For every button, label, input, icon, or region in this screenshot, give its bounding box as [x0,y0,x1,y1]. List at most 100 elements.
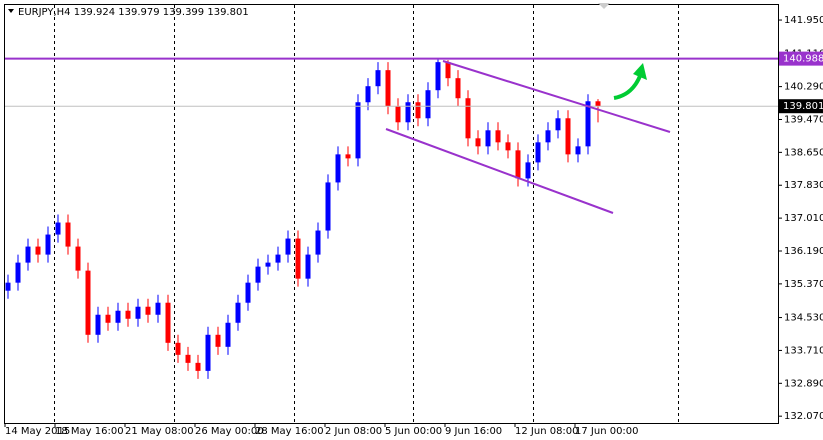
y-tick-label: 139.470 [784,114,823,125]
x-tick-label: 12 Jun 08:00 [515,426,579,437]
candle-body [335,154,341,183]
candle-body [25,246,31,263]
candle-body [325,182,331,231]
channel-lower [385,128,614,214]
channel-upper [442,60,671,133]
candle-body [65,222,71,247]
candle-body [185,354,191,363]
candle-body [115,310,121,323]
y-tick-label: 134.530 [784,313,823,324]
y-tick-label: 132.890 [784,378,823,389]
candle-body [135,306,141,319]
candle-body [505,142,511,151]
y-tick-label: 135.370 [784,279,823,290]
candle-body [155,302,161,315]
candle-body [535,142,541,163]
candle-body [85,270,91,335]
period-separators [54,5,679,423]
candle-body [15,262,21,283]
candle-body [285,238,291,255]
candle-body [345,154,351,159]
y-tick-label: 138.650 [784,147,823,158]
header-triangle [8,9,14,13]
candle-body [55,222,61,235]
header-low: 139.399 [163,7,204,18]
candle-body [315,230,321,255]
hline-label-box [779,51,823,66]
candle-body [435,62,441,91]
candle-body [75,246,81,271]
candle-body [425,90,431,119]
y-tick-label: 136.190 [784,246,823,257]
candle-body [175,342,181,355]
candle-body [35,246,41,255]
symbol: EURJPY,H4 [18,7,71,18]
candle-body [565,118,571,155]
candle-body [445,62,451,79]
candle-body [385,70,391,107]
candle-body [395,106,401,123]
y-tick-label: 133.710 [784,345,823,356]
candle-body [225,322,231,347]
candle-body [545,130,551,143]
candle-body [365,86,371,103]
price-label-box [779,99,823,114]
x-tick-label: 17 Jun 00:00 [575,426,639,437]
candle-body [515,150,521,179]
candle-body [595,101,601,107]
y-tick-label: 132.070 [784,411,823,422]
header: EURJPY,H4 139.924 139.979 139.399 139.80… [18,7,249,18]
arrow-shaft [613,75,642,100]
candle-body [105,314,111,323]
y-tick-label: 137.830 [784,180,823,191]
x-tick-label: 14 May 2015 [5,426,70,437]
header-high: 139.979 [118,7,159,18]
candle-body [355,102,361,159]
candle-body [45,234,51,255]
candle-body [455,78,461,99]
candle-body [255,266,261,283]
hline-label: 140.988 [783,54,823,65]
candle-body [375,70,381,87]
candle-body [245,282,251,303]
candle-body [415,102,421,119]
candle-body [195,362,201,371]
candle-body [125,310,131,319]
channel [385,60,671,214]
x-tick-label: 5 Jun 00:00 [385,426,442,437]
header-open: 139.924 [74,7,115,18]
candle-body [145,306,151,315]
candle-body [275,254,281,263]
candle-body [485,130,491,147]
candle-body [295,238,301,279]
plot-frame [4,4,779,424]
x-tick-label: 21 May 08:00 [125,426,194,437]
candles [5,58,601,379]
y-tick-label: 137.010 [784,213,823,224]
x-tick-label: 28 May 16:00 [255,426,324,437]
candle-body [305,254,311,279]
candle-body [165,302,171,343]
candle-body [265,262,271,267]
x-tick-label: 26 May 00:00 [195,426,264,437]
price-label: 139.801 [783,101,823,112]
y-tick-label: 140.290 [784,82,823,93]
candle-body [525,162,531,179]
candle-body [575,146,581,155]
x-tick-label: 2 Jun 08:00 [325,426,382,437]
x-tick-label: 18 May 16:00 [55,426,124,437]
candle-body [465,98,471,139]
y-tick-label: 141.950 [784,15,823,26]
header-close: 139.801 [207,7,248,18]
scroll-marker [598,3,610,9]
candle-body [555,118,561,131]
candle-body [495,130,501,143]
candle-body [215,334,221,347]
candle-body [205,334,211,371]
candle-body [5,282,11,291]
candle-body [475,138,481,147]
candle-body [585,101,591,147]
candle-body [95,314,101,335]
